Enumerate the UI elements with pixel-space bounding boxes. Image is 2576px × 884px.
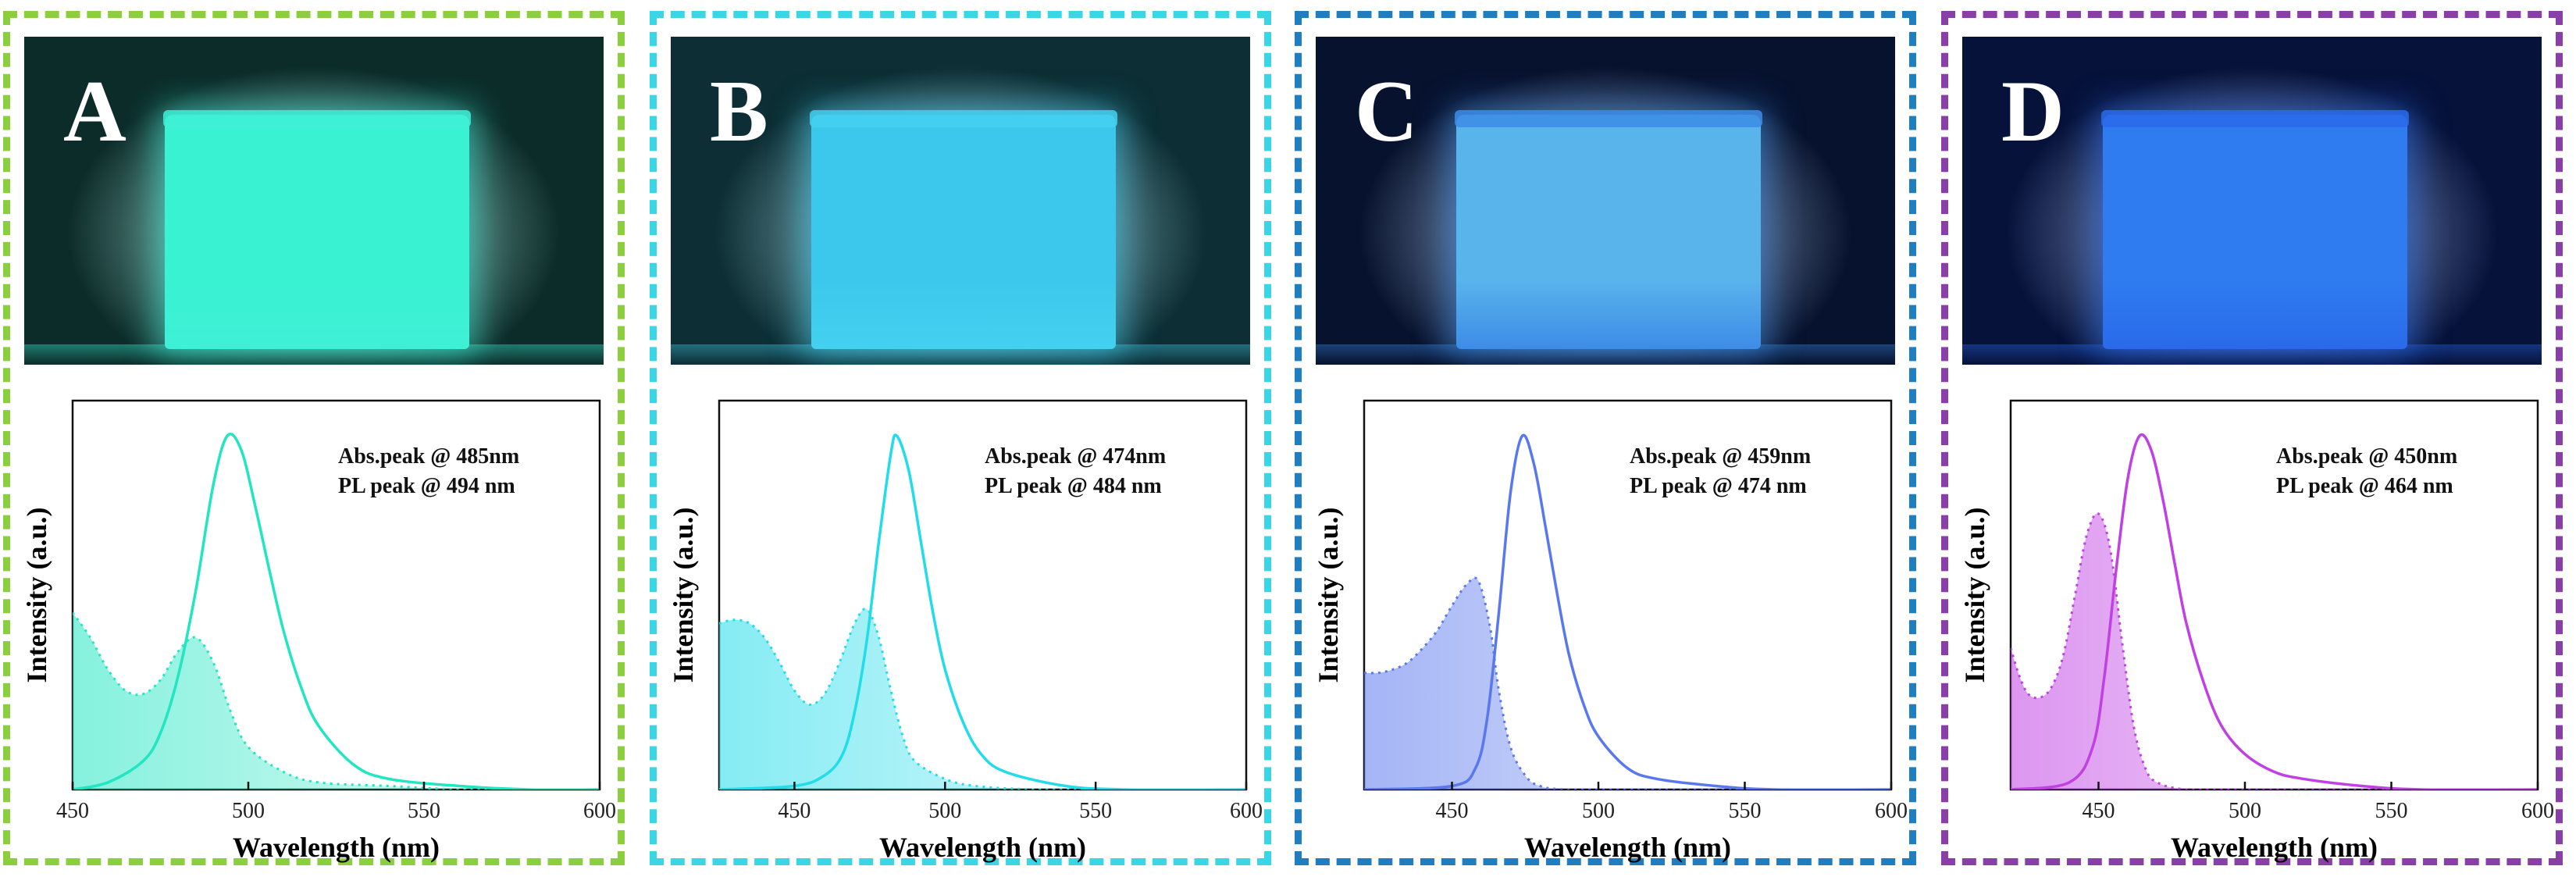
absorption-area bbox=[1364, 577, 1891, 790]
x-axis-label: Wavelength (nm) bbox=[1524, 832, 1731, 863]
pl-emission-line bbox=[73, 433, 600, 790]
vial-rim bbox=[1455, 110, 1762, 127]
x-tick-label: 500 bbox=[2229, 799, 2261, 823]
spectrum-plot: 450 500 550 600 Wavelength (nm) Intensity (a.… bbox=[1948, 385, 2556, 869]
panel-label: B bbox=[710, 63, 768, 160]
pl-peak-annotation: PL peak @ 484 nm bbox=[985, 474, 1162, 498]
pl-emission-line bbox=[1364, 433, 1891, 790]
glowing-vial bbox=[165, 115, 469, 349]
vial-photo: D bbox=[1962, 37, 2542, 365]
x-axis-label: Wavelength (nm) bbox=[233, 832, 440, 863]
x-tick-label: 600 bbox=[1230, 799, 1263, 823]
glowing-vial bbox=[811, 115, 1116, 349]
spectrum-plot: 450 500 550 600 Wavelength (nm) Intensity (a.… bbox=[10, 385, 618, 869]
x-tick-label: 500 bbox=[1582, 799, 1615, 823]
y-axis-label: Intensity (a.u.) bbox=[21, 507, 52, 683]
spectrum-chart: 450 500 550 600 Wavelength (nm) Intensity (a.… bbox=[668, 399, 1263, 863]
absorption-area bbox=[719, 608, 1246, 790]
x-tick-label: 600 bbox=[583, 799, 616, 823]
x-tick-label: 550 bbox=[1729, 799, 1762, 823]
panel-b: B 450 500 550 600 Wavelength (nm) Intensity (a… bbox=[650, 11, 1271, 865]
absorption-line bbox=[1364, 576, 1891, 790]
pl-emission-line bbox=[2011, 433, 2538, 790]
vial-rim bbox=[810, 110, 1117, 127]
spectrum-chart: 450 500 550 600 Wavelength (nm) Intensity (a.… bbox=[21, 399, 616, 863]
spectrum-chart: 450 500 550 600 Wavelength (nm) Intensity (a.… bbox=[1959, 399, 2554, 863]
panel-a: A 450 500 550 600 Wavelength (nm) Intensity (a… bbox=[3, 11, 625, 865]
x-tick-label: 450 bbox=[778, 799, 811, 823]
panel-label: C bbox=[1355, 63, 1418, 160]
panel-c: C 450 500 550 600 Wavelength (nm) Intensity (a… bbox=[1295, 11, 1916, 865]
panel-label: D bbox=[2001, 63, 2065, 160]
vial-photo: B bbox=[671, 37, 1250, 365]
spectrum-chart: 450 500 550 600 Wavelength (nm) Intensity (a.… bbox=[1313, 399, 1908, 863]
x-tick-label: 550 bbox=[2375, 799, 2408, 823]
panel-d: D 450 500 550 600 Wavelength (nm) Intensity (a… bbox=[1941, 11, 2563, 865]
pl-peak-annotation: PL peak @ 474 nm bbox=[1630, 474, 1807, 498]
vial-photo: C bbox=[1316, 37, 1895, 365]
pl-emission-line bbox=[719, 433, 1246, 790]
pl-peak-annotation: PL peak @ 494 nm bbox=[338, 474, 515, 498]
x-tick-label: 500 bbox=[928, 799, 961, 823]
vial-rim bbox=[163, 110, 471, 127]
absorption-area bbox=[73, 612, 600, 790]
spectrum-plot: 450 500 550 600 Wavelength (nm) Intensity (a.… bbox=[1302, 385, 1909, 869]
y-axis-label: Intensity (a.u.) bbox=[1959, 507, 1990, 683]
y-axis-label: Intensity (a.u.) bbox=[668, 507, 699, 683]
panel-label: A bbox=[63, 63, 126, 160]
spectrum-plot: 450 500 550 600 Wavelength (nm) Intensity (a.… bbox=[657, 385, 1264, 869]
vial-rim bbox=[2101, 110, 2409, 127]
x-tick-label: 550 bbox=[408, 799, 440, 823]
x-axis-label: Wavelength (nm) bbox=[2171, 832, 2378, 863]
x-tick-label: 600 bbox=[2521, 799, 2554, 823]
abs-peak-annotation: Abs.peak @ 485nm bbox=[338, 444, 519, 469]
abs-peak-annotation: Abs.peak @ 450nm bbox=[2276, 444, 2457, 469]
abs-peak-annotation: Abs.peak @ 474nm bbox=[985, 444, 1166, 469]
absorption-area bbox=[2011, 513, 2538, 790]
vial-photo: A bbox=[24, 37, 604, 365]
absorption-line bbox=[2011, 512, 2538, 790]
x-axis-label: Wavelength (nm) bbox=[879, 832, 1086, 863]
pl-peak-annotation: PL peak @ 464 nm bbox=[2276, 474, 2453, 498]
x-tick-label: 500 bbox=[232, 799, 265, 823]
absorption-line bbox=[73, 611, 600, 790]
x-tick-label: 600 bbox=[1875, 799, 1908, 823]
y-axis-label: Intensity (a.u.) bbox=[1313, 507, 1344, 683]
x-tick-label: 450 bbox=[2083, 799, 2115, 823]
x-tick-label: 450 bbox=[1436, 799, 1469, 823]
glowing-vial bbox=[2103, 115, 2407, 349]
x-tick-label: 450 bbox=[56, 799, 89, 823]
x-tick-label: 550 bbox=[1079, 799, 1112, 823]
abs-peak-annotation: Abs.peak @ 459nm bbox=[1630, 444, 1811, 469]
glowing-vial bbox=[1456, 115, 1761, 349]
